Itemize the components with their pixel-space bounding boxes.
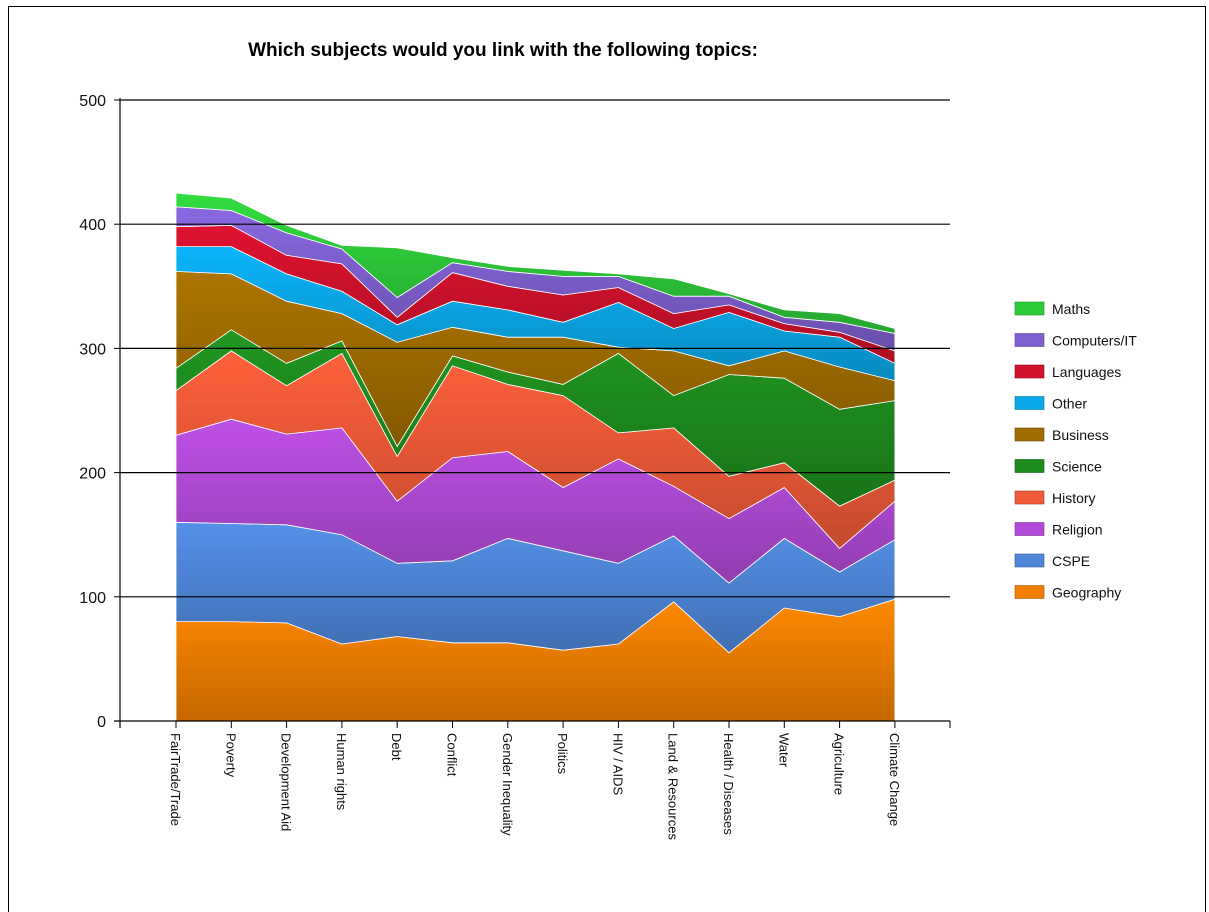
x-tick-label: HIV / AIDS [610,733,625,795]
legend-swatch [1014,585,1045,599]
legend-swatch [1014,301,1045,316]
y-tick-label: 300 [79,341,106,358]
legend-swatch [1014,490,1045,505]
x-tick-label: Agriculture [832,733,847,795]
axes [114,98,951,728]
legend-label: History [1052,490,1096,506]
x-tick-label: Gender Inequality [500,733,515,836]
legend-label: Science [1052,459,1102,475]
y-tick-label: 400 [79,217,106,234]
chart-frame [8,6,1206,912]
y-tick-label: 200 [79,466,106,483]
area-series-maths [175,192,896,334]
legend-label: Maths [1052,301,1090,317]
chart-title: Which subjects would you link with the f… [248,40,758,61]
plot-areas [175,192,896,722]
x-tick-label: Human rights [334,733,349,811]
legend-swatch [1014,364,1045,379]
x-axis-ticks: FairTrade/Trade Poverty Development Aid Hum… [168,721,902,840]
legend-label: Computers/IT [1052,333,1137,349]
x-tick-label: Land & Resources [666,733,681,840]
y-tick-label: 100 [79,590,106,607]
legend-swatch [1014,459,1045,473]
legend-label: Business [1052,427,1109,443]
y-axis-ticks: 0 100 200 300 400 500 [79,93,120,731]
legend-label: Religion [1052,522,1103,538]
x-tick-label: Health / Diseases [721,733,736,835]
x-tick-label: Water [776,733,791,768]
legend-label: Geography [1052,585,1121,601]
legend-label: Languages [1052,364,1121,380]
legend-swatch [1014,333,1045,347]
legend-swatch [1014,553,1045,568]
x-tick-label: Politics [555,733,570,775]
legend-label: CSPE [1052,553,1090,569]
legend-label: Other [1052,396,1087,412]
legend-swatch [1014,396,1045,410]
x-tick-label: Debt [389,733,404,761]
x-tick-label: Conflict [445,733,460,777]
x-tick-label: Poverty [223,733,238,778]
x-tick-label: FairTrade/Trade [168,733,183,826]
legend-swatch [1014,427,1045,442]
x-tick-label: Climate Change [887,733,902,826]
x-tick-label: Development Aid [279,733,294,831]
legend-swatch [1014,522,1045,536]
y-tick-label: 0 [97,714,106,731]
gridlines [120,99,950,598]
y-tick-label: 500 [79,93,106,110]
legend: Maths Computers/IT Languages Other Business S… [1014,301,1137,601]
